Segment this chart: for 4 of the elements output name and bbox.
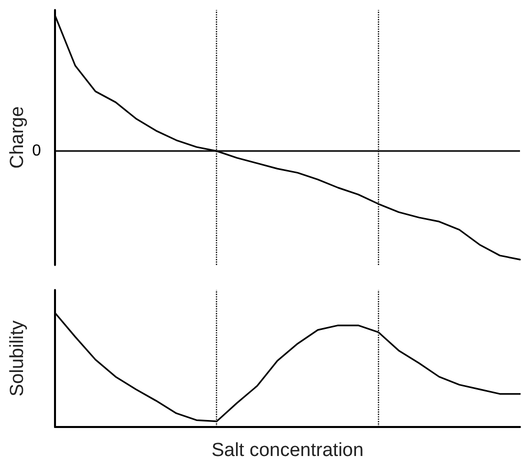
y-axis-title: Solubility — [7, 320, 28, 397]
ref-line-label: 0 — [32, 142, 42, 160]
y-axis-title: Charge — [7, 106, 28, 169]
x-axis-title: Salt concentration — [211, 440, 364, 461]
